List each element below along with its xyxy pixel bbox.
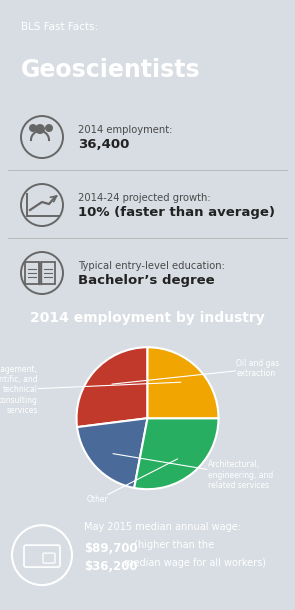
Text: $89,700: $89,700 (84, 542, 138, 555)
Text: May 2015 median annual wage:: May 2015 median annual wage: (84, 522, 241, 532)
Text: (higher than the: (higher than the (131, 540, 217, 550)
Wedge shape (77, 418, 148, 488)
Text: Bachelor’s degree: Bachelor’s degree (78, 273, 215, 287)
Text: Management,
scientific, and
technical
consulting
services: Management, scientific, and technical co… (0, 365, 181, 415)
Circle shape (35, 124, 45, 134)
Text: Architectural,
engineering, and
related services: Architectural, engineering, and related … (113, 454, 273, 490)
Text: Oil and gas
extraction: Oil and gas extraction (112, 359, 279, 384)
Text: 2014 employment by industry: 2014 employment by industry (30, 311, 265, 325)
Circle shape (29, 124, 37, 132)
Circle shape (45, 124, 53, 132)
Text: 2014 employment:: 2014 employment: (78, 125, 172, 135)
Text: 2014-24 projected growth:: 2014-24 projected growth: (78, 193, 211, 203)
Wedge shape (148, 347, 219, 418)
Text: 36,400: 36,400 (78, 137, 130, 151)
Wedge shape (76, 347, 148, 427)
Text: median wage for all workers): median wage for all workers) (124, 558, 266, 568)
Text: $36,200: $36,200 (84, 560, 137, 573)
Text: BLS Fast Facts:: BLS Fast Facts: (21, 22, 98, 32)
Text: 10% (faster than average): 10% (faster than average) (78, 206, 275, 218)
Text: Geoscientists: Geoscientists (21, 58, 200, 82)
Wedge shape (134, 418, 219, 489)
Text: Other: Other (87, 459, 178, 504)
Text: Typical entry-level education:: Typical entry-level education: (78, 261, 225, 271)
